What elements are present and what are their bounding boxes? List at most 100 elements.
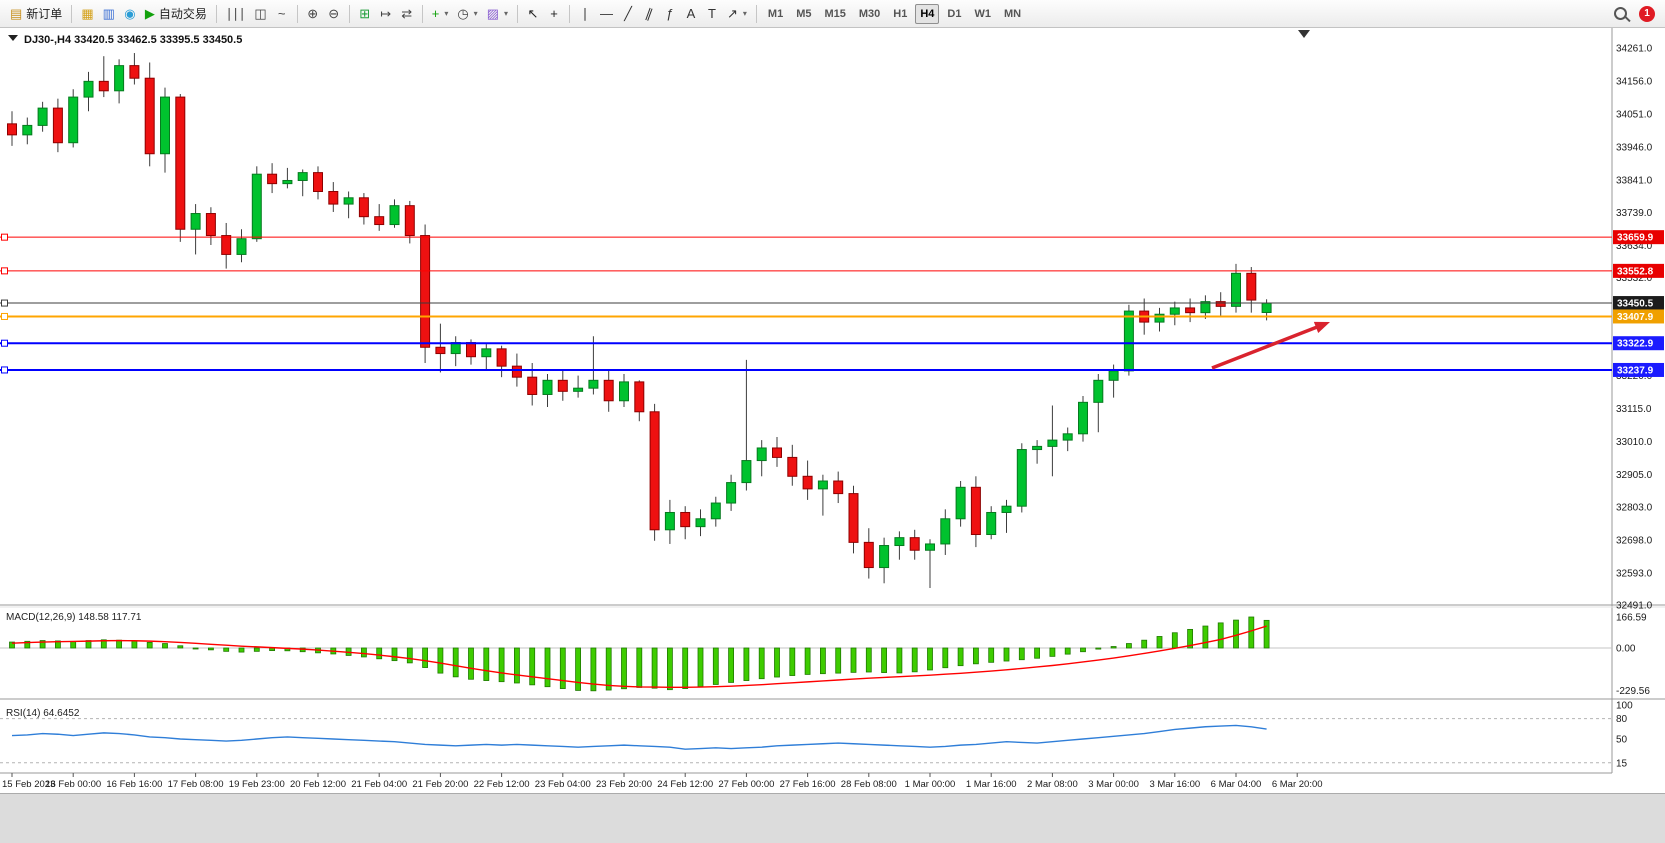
zoom-out-button[interactable]: ⊖: [324, 3, 344, 25]
fibonacci-button[interactable]: ƒ: [660, 3, 680, 25]
search-button[interactable]: [1610, 3, 1631, 25]
community-icon: ◉: [124, 6, 136, 21]
vertical-line-button[interactable]: ∣: [575, 3, 595, 25]
svg-text:27 Feb 00:00: 27 Feb 00:00: [718, 779, 774, 790]
price-tag: 33552.8: [1617, 266, 1654, 277]
line-chart-icon: ~: [277, 6, 286, 21]
timeframe-d1-button[interactable]: D1: [942, 4, 966, 24]
timeframe-w1-button[interactable]: W1: [969, 4, 996, 24]
new-order-button-label: 新订单: [26, 7, 63, 21]
svg-text:33010.0: 33010.0: [1616, 437, 1653, 448]
svg-text:0.00: 0.00: [1616, 644, 1636, 655]
svg-text:17 Feb 08:00: 17 Feb 08:00: [168, 779, 224, 790]
svg-text:23 Feb 20:00: 23 Feb 20:00: [596, 779, 652, 790]
new-chart-button[interactable]: ▦: [77, 3, 97, 25]
periods-button[interactable]: ◷ ▾: [453, 3, 481, 25]
svg-text:22 Feb 12:00: 22 Feb 12:00: [474, 779, 530, 790]
fibonacci-icon: ƒ: [666, 6, 674, 21]
svg-text:166.59: 166.59: [1616, 613, 1647, 624]
trendline-button[interactable]: ╱: [618, 3, 638, 25]
line-chart-button[interactable]: ~: [272, 3, 292, 25]
search-icon: [1614, 7, 1627, 20]
label-button[interactable]: T: [702, 3, 722, 25]
autotrading-button-label: 自动交易: [158, 7, 207, 21]
price-axis[interactable]: 34261.0 34156.0 34051.0 33946.0 33841.0 33739…: [1616, 44, 1653, 612]
hline-33322.9[interactable]: 33322.9: [0, 336, 1664, 351]
notifications-badge[interactable]: 1: [1639, 5, 1655, 22]
svg-text:21 Feb 20:00: 21 Feb 20:00: [412, 779, 468, 790]
community-button[interactable]: ◉: [120, 3, 140, 25]
bar-chart-button[interactable]: ∣∣∣: [222, 3, 250, 25]
svg-text:34261.0: 34261.0: [1616, 44, 1653, 55]
zoom-in-icon: ⊕: [307, 6, 319, 21]
svg-text:34156.0: 34156.0: [1616, 77, 1653, 88]
svg-text:24 Feb 12:00: 24 Feb 12:00: [657, 779, 713, 790]
toolbar-separator: [517, 4, 518, 23]
timeframe-m5-button[interactable]: M5: [791, 4, 816, 24]
rsi-panel[interactable]: 100 80 50 15 RSI(14) 64.6452: [0, 701, 1633, 770]
label-icon: T: [708, 6, 716, 21]
svg-text:34051.0: 34051.0: [1616, 110, 1653, 121]
templates-button[interactable]: ▨ ▾: [483, 3, 512, 25]
candlestick-chart-icon: ◫: [254, 6, 267, 21]
price-tag: 33407.9: [1617, 312, 1654, 323]
arrow-annotation[interactable]: [1211, 321, 1330, 370]
hline-33237.9[interactable]: 33237.9: [0, 362, 1664, 377]
svg-text:3 Mar 16:00: 3 Mar 16:00: [1149, 779, 1200, 790]
chart-shift-marker[interactable]: [1298, 30, 1310, 38]
channel-button[interactable]: ∥: [639, 3, 659, 25]
dropdown-arrow-icon: ▾: [742, 9, 747, 18]
timeframe-h1-button[interactable]: H1: [888, 4, 912, 24]
tile-windows-button[interactable]: ⊞: [355, 3, 375, 25]
profiles-button[interactable]: ▥: [99, 3, 119, 25]
timeframe-m15-button[interactable]: M15: [819, 4, 850, 24]
new-chart-icon: ▦: [81, 6, 94, 21]
candlestick-chart-button[interactable]: ◫: [250, 3, 270, 25]
svg-text:33634.0: 33634.0: [1616, 241, 1653, 252]
hline-33552.8[interactable]: 33552.8: [0, 263, 1664, 278]
svg-text:21 Feb 04:00: 21 Feb 04:00: [351, 779, 407, 790]
svg-text:33739.0: 33739.0: [1616, 208, 1653, 219]
macd-panel[interactable]: 166.59 0.00 -229.56 MACD(12,26,9) 148.58 11…: [0, 612, 1650, 697]
autotrading-icon: ▶: [144, 6, 155, 21]
rsi-line: [11, 724, 1267, 750]
hline-33450.5[interactable]: 33450.5: [0, 296, 1664, 311]
chart-shift-button[interactable]: ⇄: [397, 3, 417, 25]
timeframe-m1-button[interactable]: M1: [763, 4, 788, 24]
arrows-button[interactable]: ↗ ▾: [723, 3, 751, 25]
one-click-trading-arrow[interactable]: [8, 35, 18, 41]
autotrading-button[interactable]: ▶ 自动交易: [141, 3, 211, 25]
svg-text:50: 50: [1616, 735, 1628, 746]
timeframe-h4-button[interactable]: H4: [915, 3, 940, 24]
templates-icon: ▨: [486, 6, 499, 21]
svg-text:6 Mar 20:00: 6 Mar 20:00: [1272, 779, 1323, 790]
cursor-button[interactable]: ↖: [523, 3, 543, 25]
horizontal-line-icon: —: [600, 6, 613, 21]
indicators-button[interactable]: + ▾: [428, 3, 453, 25]
chart-window[interactable]: 34261.0 34156.0 34051.0 33946.0 33841.0 33739…: [0, 28, 1665, 793]
svg-text:-229.56: -229.56: [1616, 686, 1650, 697]
timeframe-mn-button[interactable]: MN: [999, 4, 1026, 24]
text-button[interactable]: A: [681, 3, 701, 25]
chart-canvas[interactable]: 34261.0 34156.0 34051.0 33946.0 33841.0 33739…: [0, 28, 1665, 793]
timeframe-m30-button[interactable]: M30: [854, 4, 885, 24]
hline-33407.9[interactable]: 33407.9: [0, 309, 1664, 324]
indicators-icon: +: [431, 6, 440, 21]
svg-text:1 Mar 16:00: 1 Mar 16:00: [966, 779, 1017, 790]
zoom-in-button[interactable]: ⊕: [303, 3, 323, 25]
svg-text:28 Feb 08:00: 28 Feb 08:00: [841, 779, 897, 790]
bar-chart-icon: ∣∣∣: [225, 6, 246, 21]
svg-text:32905.0: 32905.0: [1616, 470, 1653, 481]
auto-scroll-button[interactable]: ↦: [376, 3, 396, 25]
svg-text:33115.0: 33115.0: [1616, 404, 1652, 415]
svg-text:3 Mar 00:00: 3 Mar 00:00: [1088, 779, 1139, 790]
svg-text:23 Feb 04:00: 23 Feb 04:00: [535, 779, 591, 790]
hline-33659.9[interactable]: 33659.9: [0, 230, 1664, 245]
price-tag: 33659.9: [1617, 233, 1654, 244]
price-tag: 33450.5: [1617, 299, 1654, 310]
rsi-title: RSI(14) 64.6452: [6, 708, 80, 719]
horizontal-line-button[interactable]: —: [596, 3, 617, 25]
crosshair-button[interactable]: +: [544, 3, 564, 25]
new-order-button[interactable]: ▤ 新订单: [6, 3, 66, 25]
